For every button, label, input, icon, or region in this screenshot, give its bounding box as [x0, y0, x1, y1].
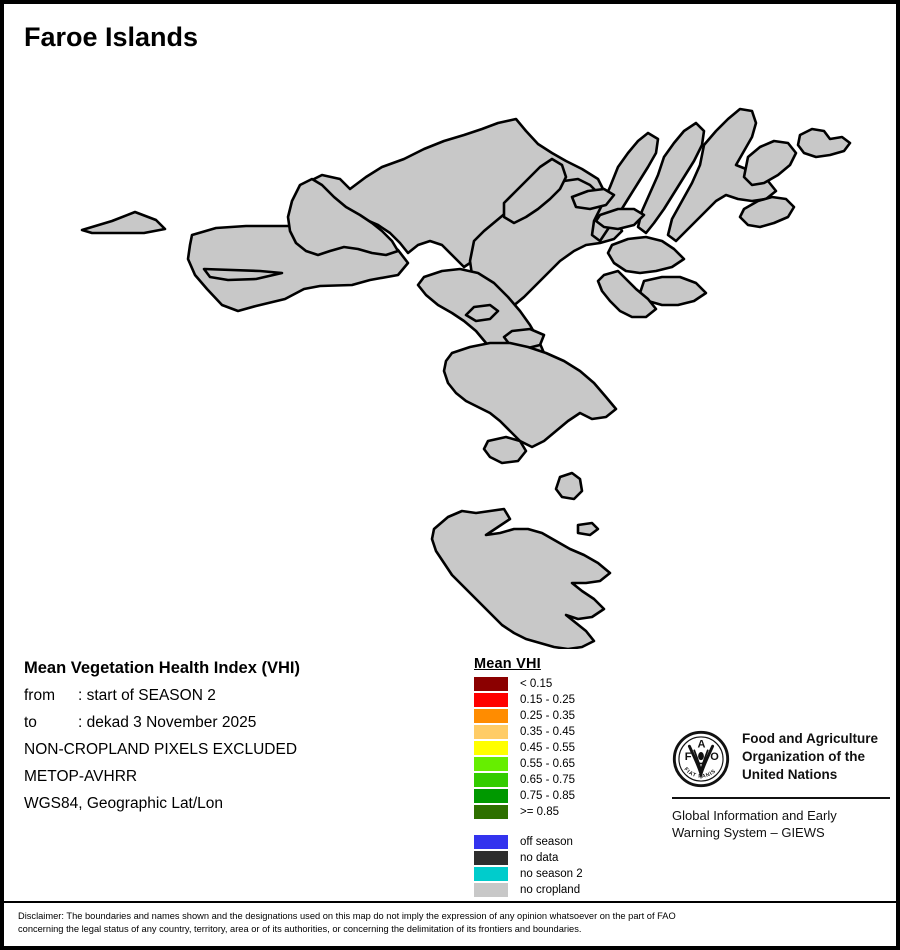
island-suduroy[interactable] — [430, 507, 612, 649]
metadata-line-sensor: METOP-AVHRR — [24, 768, 138, 785]
island-sandoy[interactable] — [442, 341, 618, 449]
legend-color-swatch — [474, 789, 508, 803]
metadata-key-to: to — [24, 714, 37, 731]
legend-color-swatch — [474, 709, 508, 723]
island-small-north-1[interactable] — [570, 187, 616, 211]
legend-color-swatch — [474, 741, 508, 755]
legend-color-swatch — [474, 773, 508, 787]
legend-group-vhi-classes: < 0.15 0.15 - 0.25 0.25 - 0.35 0.35 - 0.… — [474, 676, 583, 820]
fao-emblem-icon: F A O FIAT PANIS — [672, 730, 730, 788]
legend-group-status: off season no data no season 2 no cropla… — [474, 834, 583, 898]
legend-item[interactable]: no data — [474, 850, 583, 866]
legend-item-label: off season — [520, 836, 573, 848]
legend-color-swatch — [474, 725, 508, 739]
fao-divider — [672, 797, 890, 799]
legend-item[interactable]: 0.45 - 0.55 — [474, 740, 583, 756]
legend-item-label: 0.45 - 0.55 — [520, 742, 575, 754]
disclaimer-line-2: concerning the legal status of any count… — [18, 924, 582, 935]
island-litla-dimun[interactable] — [576, 521, 600, 537]
legend-color-swatch — [474, 867, 508, 881]
legend-item-label: no cropland — [520, 884, 581, 896]
legend-item-label: < 0.15 — [520, 678, 553, 690]
metadata-line-projection: WGS84, Geographic Lat/Lon — [24, 795, 224, 812]
svg-text:A: A — [698, 738, 706, 750]
metadata-title: Mean Vegetation Health Index (VHI) — [24, 659, 300, 677]
legend-item[interactable]: 0.55 - 0.65 — [474, 756, 583, 772]
island-nolsoy[interactable] — [596, 269, 658, 319]
disclaimer-divider — [4, 901, 896, 903]
fao-organization-name: Food and Agriculture Organization of the… — [742, 730, 878, 783]
giews-line-2: Warning System – GIEWS — [672, 825, 825, 841]
island-streymoy-west[interactable] — [286, 177, 400, 257]
fao-logo-row: F A O FIAT PANIS Food and Agriculture Or… — [672, 730, 890, 788]
legend-item-label: 0.15 - 0.25 — [520, 694, 575, 706]
legend-color-swatch — [474, 851, 508, 865]
island-skuvoy[interactable] — [482, 435, 528, 465]
legend-color-swatch — [474, 835, 508, 849]
legend-item-label: 0.25 - 0.35 — [520, 710, 575, 722]
island-vidoy[interactable] — [742, 139, 798, 187]
giews-line-1: Global Information and Early — [672, 808, 837, 823]
metadata-key-from: from — [24, 687, 55, 704]
metadata-row-to: to : dekad 3 November 2025 — [24, 714, 454, 732]
island-svinoy[interactable] — [738, 195, 796, 229]
svg-text:F: F — [685, 751, 692, 763]
disclaimer-text: Disclaimer: The boundaries and names sho… — [18, 910, 884, 936]
island-koltur[interactable] — [464, 303, 500, 323]
page-title: Faroe Islands — [24, 22, 199, 52]
legend-item[interactable]: 0.75 - 0.85 — [474, 788, 583, 804]
legend-color-swatch — [474, 677, 508, 691]
metadata-row-from: from : start of SEASON 2 — [24, 687, 454, 705]
legend-item[interactable]: off season — [474, 834, 583, 850]
island-small-north-2[interactable] — [594, 207, 646, 231]
legend-item[interactable]: 0.35 - 0.45 — [474, 724, 583, 740]
legend-item[interactable]: no season 2 — [474, 866, 583, 882]
metadata-line-cropland: NON-CROPLAND PIXELS EXCLUDED — [24, 741, 298, 758]
fao-attribution: F A O FIAT PANIS Food and Agriculture Or… — [672, 730, 890, 842]
island-fugloy[interactable] — [796, 127, 852, 159]
legend-item[interactable]: 0.15 - 0.25 — [474, 692, 583, 708]
disclaimer-line-1: Disclaimer: The boundaries and names sho… — [18, 911, 676, 921]
legend-color-swatch — [474, 883, 508, 897]
metadata-value-from: : start of SEASON 2 — [78, 687, 216, 704]
legend-item[interactable]: 0.25 - 0.35 — [474, 708, 583, 724]
island-polygons — [80, 107, 852, 649]
legend-color-swatch — [474, 693, 508, 707]
fao-org-line-3: United Nations — [742, 766, 838, 782]
island-nordoyar-spur[interactable] — [606, 235, 686, 275]
legend-item-label: 0.65 - 0.75 — [520, 774, 575, 786]
fao-org-line-2: Organization of the — [742, 748, 865, 764]
legend-item-label: no data — [520, 852, 559, 864]
legend-item[interactable]: < 0.15 — [474, 676, 583, 692]
island-stora-dimun[interactable] — [554, 471, 584, 501]
legend-item-label: no season 2 — [520, 868, 583, 880]
legend-item-label: 0.75 - 0.85 — [520, 790, 575, 802]
map-metadata: Mean Vegetation Health Index (VHI) from … — [24, 659, 454, 822]
island-mykines[interactable] — [80, 210, 167, 235]
giews-system-name: Global Information and Early Warning Sys… — [672, 807, 890, 842]
island-kunoy[interactable] — [636, 121, 706, 235]
map-canvas[interactable] — [4, 49, 896, 649]
fao-org-line-1: Food and Agriculture — [742, 731, 878, 746]
legend-item[interactable]: >= 0.85 — [474, 804, 583, 820]
legend-title: Mean VHI — [474, 656, 541, 672]
legend-item-label: 0.55 - 0.65 — [520, 758, 575, 770]
legend-item-label: 0.35 - 0.45 — [520, 726, 575, 738]
legend-item-label: >= 0.85 — [520, 806, 560, 818]
legend-color-swatch — [474, 805, 508, 819]
legend-group-separator — [474, 820, 583, 834]
island-eysturoy-north[interactable] — [502, 157, 568, 225]
metadata-value-to: : dekad 3 November 2025 — [78, 714, 257, 731]
svg-text:O: O — [710, 751, 719, 763]
legend-item[interactable]: no cropland — [474, 882, 583, 898]
legend-color-swatch — [474, 757, 508, 771]
faroe-islands-map[interactable] — [4, 49, 896, 649]
map-legend: Mean VHI < 0.15 0.15 - 0.25 0.25 - 0.35 … — [474, 656, 583, 898]
legend-item[interactable]: 0.65 - 0.75 — [474, 772, 583, 788]
